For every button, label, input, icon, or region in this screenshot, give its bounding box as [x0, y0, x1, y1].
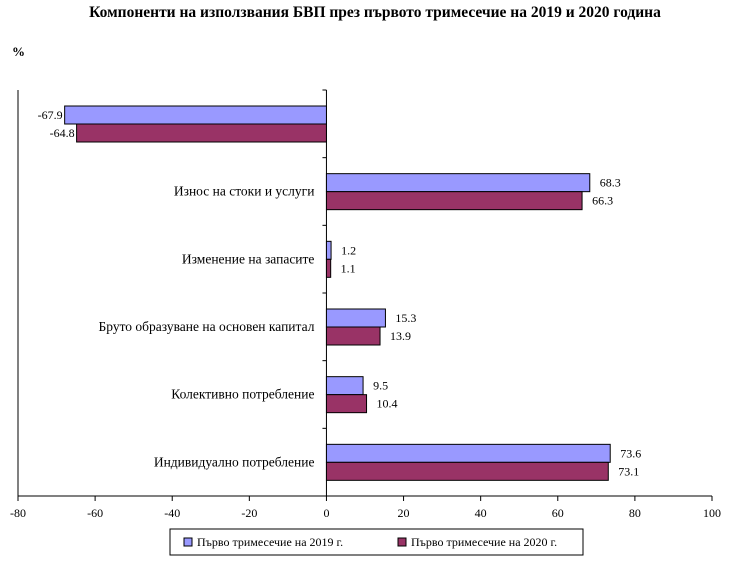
x-tick-label: 80: [629, 506, 641, 520]
bar-1: [325, 376, 364, 396]
category-label: Индивидуално потребление: [154, 454, 315, 469]
category-label: Изменение на запасите: [182, 251, 315, 266]
x-tick-label: -80: [10, 506, 26, 520]
legend-label-2: Първо тримесечие на 2020 г.: [411, 535, 557, 549]
data-label: 68.3: [600, 176, 621, 190]
bar-1: [325, 173, 591, 193]
legend-box: [169, 528, 584, 556]
data-label: 66.3: [592, 194, 613, 208]
x-tick-label: 20: [398, 506, 410, 520]
data-label: 1.2: [341, 243, 356, 257]
x-tick-label: 40: [475, 506, 487, 520]
data-label: 15.3: [395, 311, 416, 325]
x-tick-label: -40: [164, 506, 180, 520]
x-tick-label: 60: [552, 506, 564, 520]
chart-title: Компоненти на използвания БВП през първо…: [89, 4, 661, 21]
bar-1: [325, 443, 611, 463]
data-label: 9.5: [373, 379, 388, 393]
data-label: -64.8: [50, 126, 75, 140]
bar-1: [325, 308, 386, 328]
bar-2: [325, 461, 609, 481]
data-label: 13.9: [390, 329, 411, 343]
x-tick-label: -60: [87, 506, 103, 520]
bar-2: [325, 326, 381, 346]
x-tick-label: 0: [323, 506, 329, 520]
bar-2: [325, 258, 332, 278]
x-tick-label: -20: [241, 506, 257, 520]
category-label: Износ на стоки и услуги: [174, 184, 315, 199]
x-tick-label: 100: [703, 506, 721, 520]
data-label: 10.4: [377, 397, 398, 411]
bar-2: [325, 394, 368, 414]
data-label: 1.1: [341, 261, 356, 275]
data-label: 73.1: [618, 464, 639, 478]
bar-1: [325, 240, 332, 260]
bar-2: [76, 123, 327, 143]
legend-label-1: Първо тримесечие на 2019 г.: [197, 535, 343, 549]
bar-2: [325, 191, 583, 211]
unit-label: %: [12, 44, 25, 59]
category-label: Бруто образуване на основен капитал: [99, 319, 315, 334]
data-label: 73.6: [620, 446, 641, 460]
legend-swatch-2: [397, 537, 407, 547]
legend-swatch-1: [183, 537, 193, 547]
data-label: -67.9: [38, 108, 63, 122]
category-label: Колективно потребление: [171, 387, 314, 402]
bar-1: [64, 105, 327, 125]
